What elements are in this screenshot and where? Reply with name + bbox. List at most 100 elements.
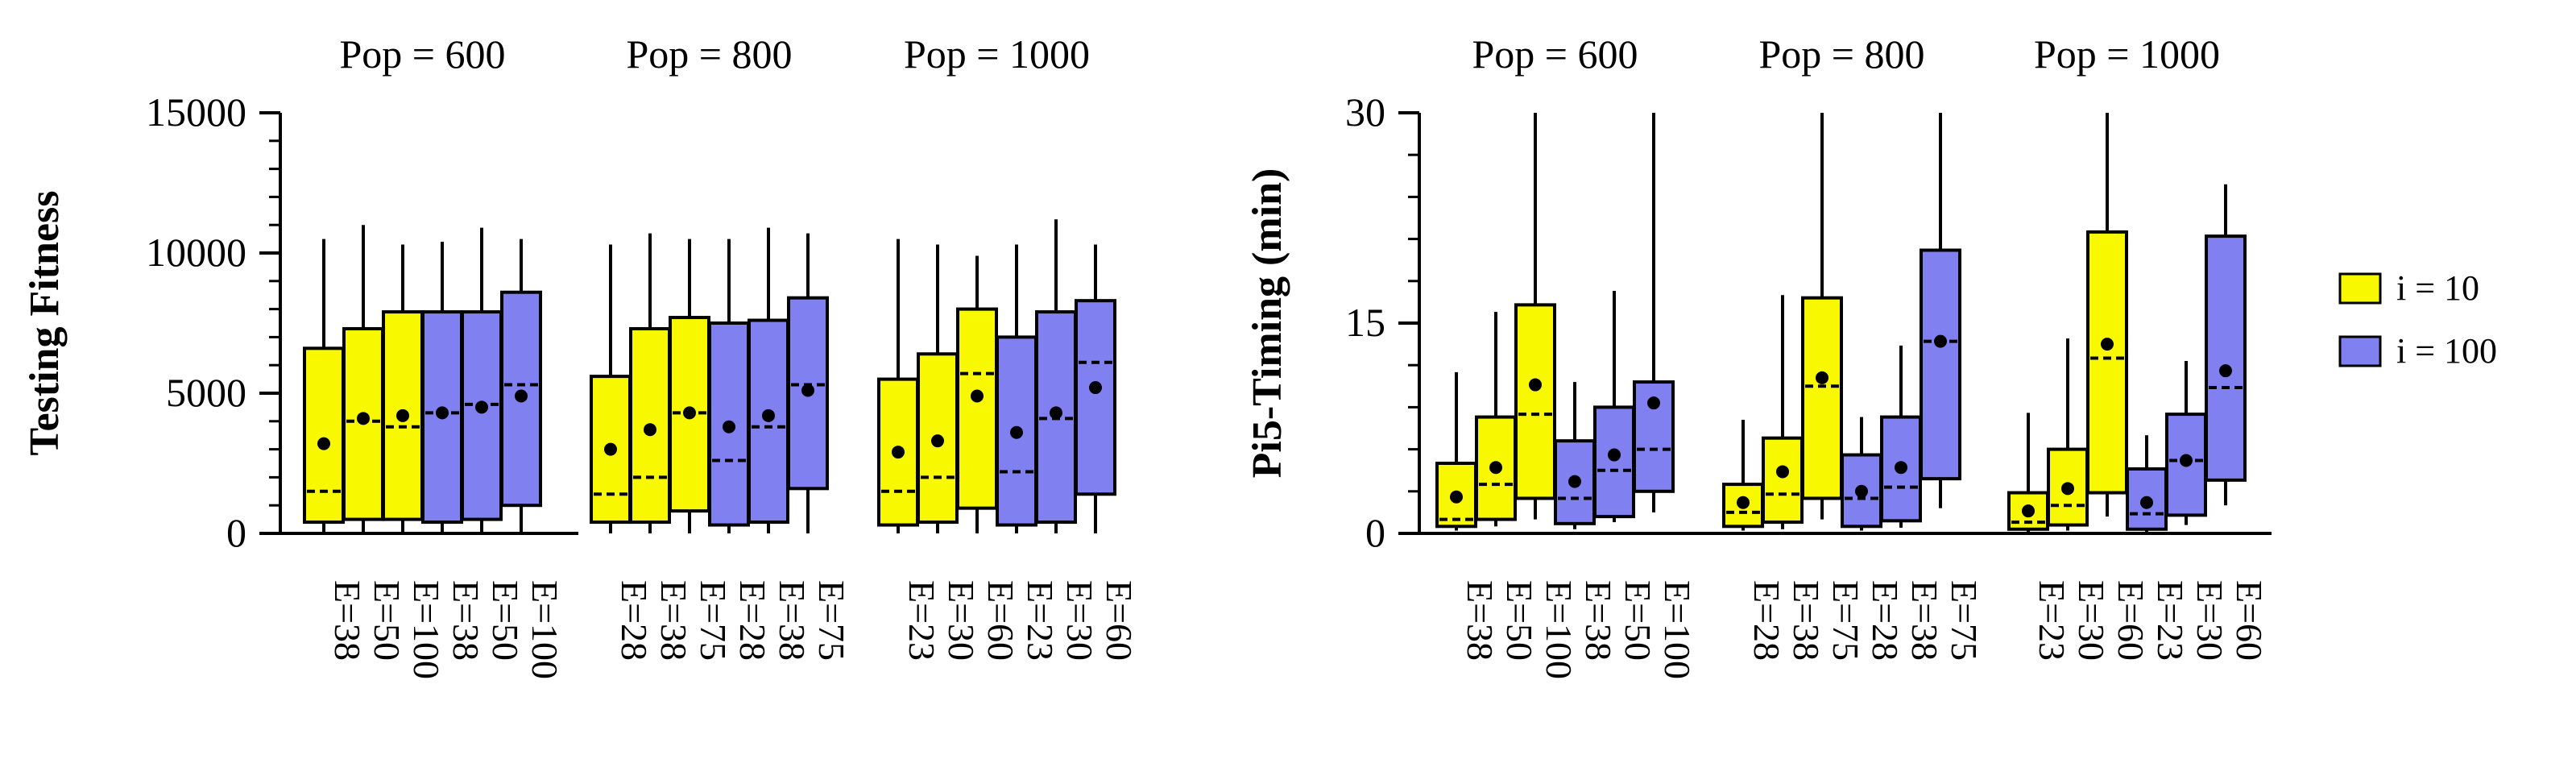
y-tick-label: 0	[226, 510, 246, 555]
mean-dot	[1529, 378, 1542, 392]
box	[2047, 447, 2089, 527]
x-tick-label: E=38	[445, 580, 487, 661]
mean-dot	[683, 406, 696, 420]
x-tick-label: E=60	[2110, 580, 2151, 661]
legend-label-i10: i = 10	[2396, 268, 2479, 308]
box	[382, 310, 424, 521]
mean-dot	[2180, 454, 2193, 467]
x-tick-label: E=38	[772, 580, 813, 661]
x-tick-label: E=30	[1059, 580, 1100, 661]
x-tick-label: E=38	[1904, 580, 1945, 661]
mean-dot	[317, 437, 330, 450]
x-tick-label: E=28	[1746, 580, 1787, 661]
group-title: Pop = 600	[1472, 31, 1638, 77]
y-tick-label: 0	[1365, 510, 1385, 555]
box	[1841, 453, 1882, 529]
x-tick-label: E=60	[2229, 580, 2270, 661]
x-tick-label: E=23	[2150, 580, 2191, 661]
x-tick-label: E=28	[732, 580, 773, 661]
x-tick-label: E=38	[653, 580, 694, 661]
testing-fitness-panel: 0 5000 10000 15000 Testing Fitness Pop = 600 E…	[22, 31, 1140, 679]
x-tick-label: E=28	[1865, 580, 1906, 661]
x-tick-label: E=75	[1944, 580, 1985, 661]
mean-dot	[1450, 490, 1463, 504]
mean-dot	[801, 384, 814, 397]
x-tick-label: E=75	[1825, 580, 1866, 661]
mean-dot	[723, 420, 735, 433]
x-tick-label: E=30	[941, 580, 982, 661]
mean-dot	[2022, 504, 2035, 518]
mean-dot	[1050, 406, 1062, 420]
box	[303, 346, 345, 525]
x-tick-label: E=38	[1578, 580, 1619, 661]
box	[1593, 405, 1635, 519]
group-title: Pop = 800	[1758, 31, 1924, 77]
box	[1920, 248, 1961, 481]
legend: i = 10 i = 100	[2338, 268, 2497, 371]
mean-dot	[1568, 475, 1581, 488]
x-tick-label: E=60	[1099, 580, 1140, 661]
x-tick-label: E=100	[524, 580, 565, 679]
box	[461, 310, 503, 521]
legend-label-i100: i = 100	[2396, 331, 2497, 371]
x-tick-label: E=100	[1539, 580, 1580, 679]
group-title: Pop = 800	[626, 31, 792, 77]
group-title: Pop = 1000	[904, 31, 1090, 77]
mean-dot	[1010, 425, 1023, 439]
y-tick-label: 10000	[146, 230, 246, 275]
mean-dot	[436, 406, 449, 420]
mean-dot	[1855, 484, 1868, 498]
mean-dot	[2219, 364, 2232, 378]
x-tick-label: E=100	[406, 580, 447, 679]
x-tick-label: E=75	[811, 580, 852, 661]
x-tick-label: E=30	[2071, 580, 2112, 661]
mean-dot	[515, 389, 528, 403]
box	[1514, 303, 1556, 500]
box	[1075, 299, 1116, 496]
box	[1762, 436, 1804, 525]
y-tick-label: 30	[1345, 89, 1385, 135]
mean-dot	[475, 400, 488, 414]
x-tick-label: E=23	[1020, 580, 1061, 661]
box	[2086, 230, 2128, 495]
box	[1801, 296, 1843, 500]
x-tick-label: E=23	[901, 580, 942, 661]
group-title: Pop = 600	[339, 31, 505, 77]
x-tick-label: E=50	[1499, 580, 1540, 661]
y-tick-label: 5000	[166, 370, 246, 415]
x-tick-label: E=60	[980, 580, 1021, 661]
mean-dot	[1737, 496, 1750, 509]
y-axis-title: Pi5-Timing (min)	[1245, 168, 1290, 479]
x-tick-label: E=50	[485, 580, 526, 661]
mean-dot	[931, 434, 944, 448]
y-axis-title: Testing Fitness	[22, 191, 68, 456]
mean-dot	[892, 446, 905, 459]
mean-dot	[1934, 334, 1947, 348]
mean-dot	[971, 389, 984, 403]
mean-dot	[396, 409, 409, 422]
y-tick-label: 15	[1345, 300, 1385, 345]
box	[956, 307, 998, 510]
mean-dot	[644, 423, 656, 437]
x-tick-label: E=23	[2031, 580, 2073, 661]
box	[2205, 234, 2247, 482]
mean-dot	[604, 442, 617, 456]
box	[1633, 380, 1675, 493]
mean-dot	[1489, 461, 1502, 475]
x-tick-label: E=100	[1657, 580, 1698, 679]
mean-dot	[1647, 396, 1660, 410]
mean-dot	[762, 409, 775, 422]
mean-dot	[2101, 338, 2114, 351]
legend-swatch-i100	[2338, 335, 2382, 367]
mean-dot	[1816, 371, 1828, 384]
mean-dot	[1089, 381, 1102, 395]
y-tick-label: 15000	[146, 89, 246, 135]
legend-swatch-i10	[2338, 272, 2382, 305]
x-tick-label: E=38	[327, 580, 368, 661]
mean-dot	[1608, 448, 1621, 462]
x-tick-label: E=28	[614, 580, 655, 661]
x-tick-label: E=50	[1617, 580, 1659, 661]
x-tick-label: E=38	[1786, 580, 1827, 661]
